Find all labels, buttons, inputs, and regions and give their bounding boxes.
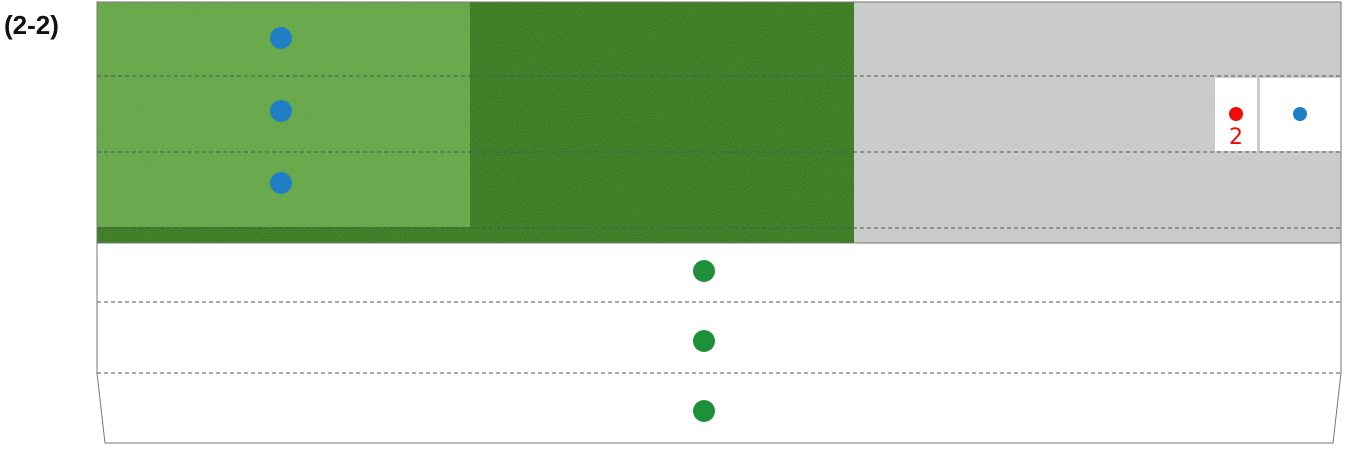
green-dot: [693, 260, 715, 282]
blue-dot: [270, 100, 292, 122]
top-region-outline: [96, 1, 1342, 244]
green-dot: [693, 400, 715, 422]
blue-dot: [270, 172, 292, 194]
red-marker-number: 2: [1229, 125, 1243, 150]
blue-marker-dot: [1293, 107, 1307, 121]
red-dot: [1229, 107, 1243, 121]
blue-dot: [270, 27, 292, 49]
figure-label: (2-2): [4, 10, 59, 40]
bottom-region-outline: [96, 243, 1342, 444]
green-dot: [693, 330, 715, 352]
